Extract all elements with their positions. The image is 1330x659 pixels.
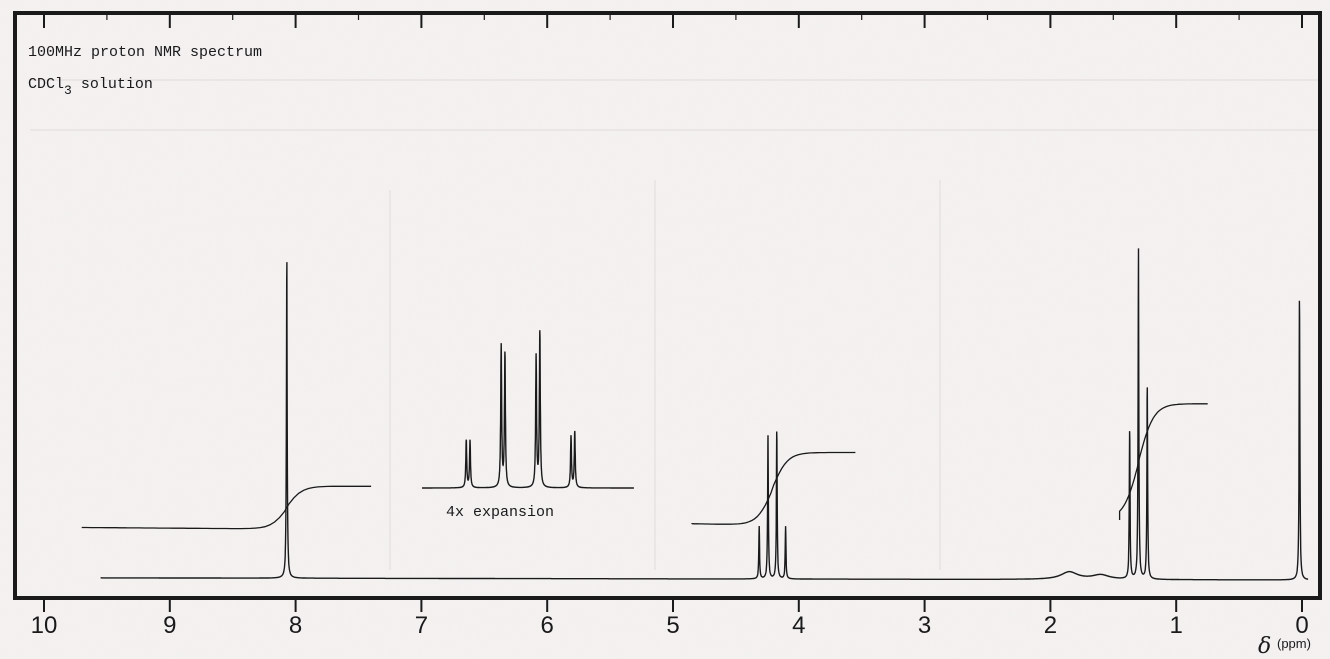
x-tick-label-4: 4	[792, 612, 805, 639]
bleed-through-lines	[30, 79, 1320, 570]
inset-label: 4x expansion	[446, 504, 554, 521]
x-axis: 10 9 8 7 6 5 4 3 2 1 0	[31, 598, 1309, 639]
x-tick-label-10: 10	[31, 612, 58, 639]
x-tick-label-2: 2	[1044, 612, 1057, 639]
plot-frame	[13, 11, 1322, 600]
expansion-inset-trace	[422, 330, 634, 489]
x-tick-label-9: 9	[163, 612, 176, 639]
x-axis-label-unit: (ppm)	[1277, 636, 1311, 651]
x-tick-label-8: 8	[289, 612, 302, 639]
x-tick-label-0: 0	[1295, 612, 1308, 639]
spectrum-title: 100MHz proton NMR spectrum	[28, 44, 262, 61]
integral-trace-3	[1118, 403, 1208, 520]
x-tick-label-7: 7	[415, 612, 428, 639]
spectrum-trace	[100, 248, 1309, 581]
top-tick-marks	[43, 13, 1303, 28]
solvent-label-prefix: CDCl	[28, 76, 64, 93]
solvent-label: CDCl3 solution	[28, 76, 153, 98]
integral-trace-1	[81, 485, 372, 530]
x-tick-label-3: 3	[918, 612, 931, 639]
solvent-label-subscript: 3	[64, 83, 72, 98]
x-tick-label-6: 6	[541, 612, 554, 639]
x-tick-label-5: 5	[666, 612, 679, 639]
x-axis-label-symbol: δ	[1258, 634, 1271, 659]
integral-trace-2	[691, 451, 856, 525]
solvent-label-suffix: solution	[72, 76, 153, 93]
x-tick-label-1: 1	[1170, 612, 1183, 639]
integral-traces	[81, 403, 1208, 530]
